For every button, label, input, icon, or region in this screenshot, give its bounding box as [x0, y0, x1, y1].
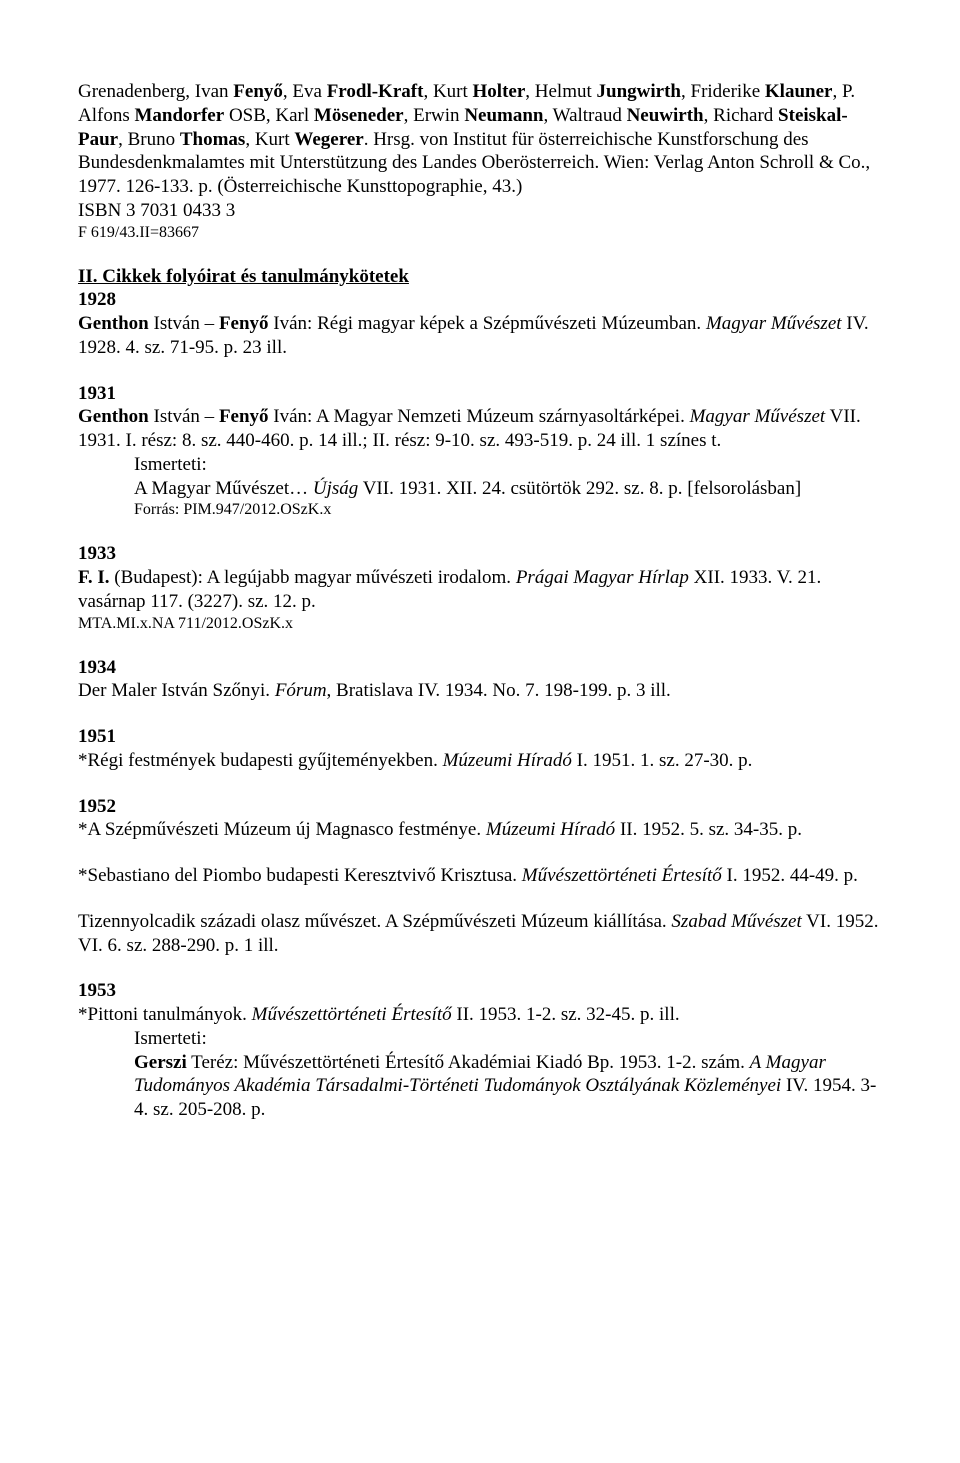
text: Tizennyolcadik századi olasz művészet. A…: [78, 911, 671, 932]
section-heading: II. Cikkek folyóirat és tanulmánykötetek: [78, 265, 882, 289]
name: Klauner: [765, 81, 833, 102]
name: Thomas: [180, 129, 245, 150]
text: , Eva: [283, 81, 327, 102]
entry-1951: *Régi festmények budapesti gyűjteményekb…: [78, 749, 882, 773]
journal: Művészettörténeti Értesítő: [252, 1004, 452, 1025]
text: *Régi festmények budapesti gyűjteményekb…: [78, 750, 443, 771]
year-1934: 1934: [78, 656, 882, 680]
text: Grenadenberg, Ivan: [78, 81, 233, 102]
year-1931: 1931: [78, 382, 882, 406]
entry-1934: Der Maler István Szőnyi. Fórum, Bratisla…: [78, 679, 882, 703]
text: Iván: A Magyar Nemzeti Múzeum szárnyasol…: [269, 406, 690, 427]
text: *A Szépművészeti Múzeum új Magnasco fest…: [78, 819, 486, 840]
text: II. 1952. 5. sz. 34-35. p.: [615, 819, 802, 840]
text: István –: [149, 406, 219, 427]
year-1928: 1928: [78, 288, 882, 312]
text: OSB, Karl: [224, 105, 314, 126]
text: II. 1953. 1-2. sz. 32-45. p. ill.: [452, 1004, 680, 1025]
author: F. I.: [78, 567, 110, 588]
text: Iván: Régi magyar képek a Szépművészeti …: [269, 313, 706, 334]
text: , Bruno: [118, 129, 180, 150]
journal: Magyar Művészet: [690, 406, 826, 427]
journal: Magyar Művészet: [706, 313, 842, 334]
text: *Pittoni tanulmányok.: [78, 1004, 252, 1025]
author: Genthon: [78, 313, 149, 334]
journal: Múzeumi Híradó: [443, 750, 572, 771]
ref-line: F 619/43.II=83667: [78, 223, 882, 243]
isbn-line: ISBN 3 7031 0433 3: [78, 199, 882, 223]
ismerteti-label-1953: Ismerteti:: [78, 1027, 882, 1051]
text: Teréz: Művészettörténeti Értesítő Akadém…: [187, 1052, 750, 1073]
journal: Fórum: [275, 680, 327, 701]
author: Fenyő: [219, 313, 269, 334]
journal: Prágai Magyar Hírlap: [516, 567, 689, 588]
text: I. 1951. 1. sz. 27-30. p.: [572, 750, 752, 771]
name: Frodl-Kraft: [327, 81, 424, 102]
name: Holter: [473, 81, 526, 102]
journal: Szabad Művészet: [671, 911, 801, 932]
entry-1952b: *Sebastiano del Piombo budapesti Kereszt…: [78, 864, 882, 888]
text: I. 1952. 44-49. p.: [722, 865, 858, 886]
year-1951: 1951: [78, 725, 882, 749]
entry-1931: Genthon István – Fenyő Iván: A Magyar Ne…: [78, 405, 882, 453]
author: Gerszi: [134, 1052, 187, 1073]
text: (Budapest): A legújabb magyar művészeti …: [110, 567, 516, 588]
text: *Sebastiano del Piombo budapesti Kereszt…: [78, 865, 522, 886]
text: , Erwin: [404, 105, 465, 126]
text: István –: [149, 313, 219, 334]
entry-1933: F. I. (Budapest): A legújabb magyar művé…: [78, 566, 882, 614]
name: Mandorfer: [134, 105, 224, 126]
journal: Művészettörténeti Értesítő: [522, 865, 722, 886]
text: , Richard: [704, 105, 778, 126]
text: , Helmut: [525, 81, 596, 102]
entry-1952c: Tizennyolcadik századi olasz művészet. A…: [78, 910, 882, 958]
journal: Múzeumi Híradó: [486, 819, 615, 840]
entry-1931-source: Forrás: PIM.947/2012.OSzK.x: [78, 500, 882, 520]
top-paragraph: Grenadenberg, Ivan Fenyő, Eva Frodl-Kraf…: [78, 80, 882, 199]
text: VII. 1931. XII. 24. csütörtök 292. sz. 8…: [358, 478, 801, 499]
name: Neumann: [464, 105, 543, 126]
author: Fenyő: [219, 406, 269, 427]
entry-1931-review: A Magyar Művészet… Újság VII. 1931. XII.…: [78, 477, 882, 501]
journal: Újság: [313, 478, 358, 499]
ismerteti-label: Ismerteti:: [78, 453, 882, 477]
entry-1953: *Pittoni tanulmányok. Művészettörténeti …: [78, 1003, 882, 1027]
name: Neuwirth: [627, 105, 704, 126]
entry-1928: Genthon István – Fenyő Iván: Régi magyar…: [78, 312, 882, 360]
text: , Friderike: [681, 81, 765, 102]
entry-1953-review: Gerszi Teréz: Művészettörténeti Értesítő…: [78, 1051, 882, 1122]
entry-1933-ref: MTA.MI.x.NA 711/2012.OSzK.x: [78, 614, 882, 634]
text: , Waltraud: [544, 105, 627, 126]
name: Möseneder: [314, 105, 404, 126]
year-1952: 1952: [78, 795, 882, 819]
author: Genthon: [78, 406, 149, 427]
text: , Bratislava IV. 1934. No. 7. 198-199. p…: [327, 680, 671, 701]
text: Der Maler István Szőnyi.: [78, 680, 275, 701]
section-heading-text: II. Cikkek folyóirat és tanulmánykötetek: [78, 266, 409, 287]
name: Fenyő: [233, 81, 283, 102]
name: Wegerer: [294, 129, 363, 150]
year-1953: 1953: [78, 979, 882, 1003]
year-1933: 1933: [78, 542, 882, 566]
name: Jungwirth: [597, 81, 681, 102]
text: , Kurt: [245, 129, 294, 150]
text: , Kurt: [423, 81, 472, 102]
entry-1952a: *A Szépművészeti Múzeum új Magnasco fest…: [78, 818, 882, 842]
text: A Magyar Művészet…: [134, 478, 313, 499]
